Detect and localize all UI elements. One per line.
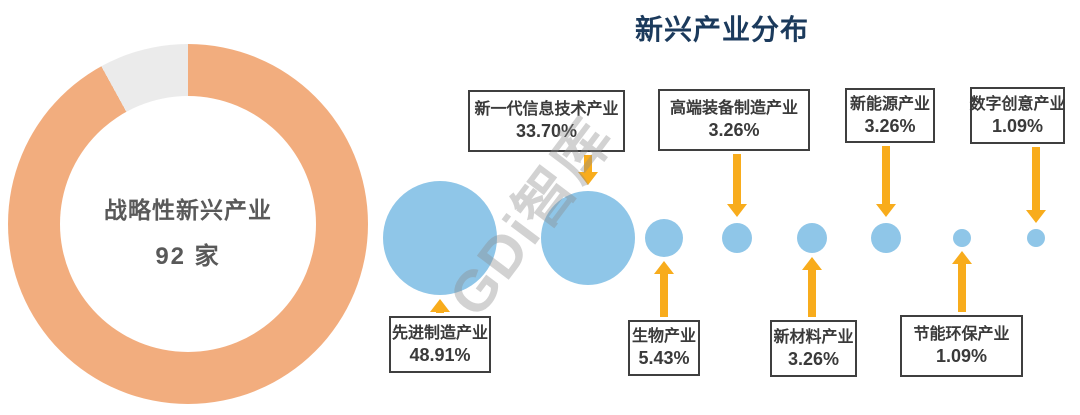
- industry-name: 新材料产业: [773, 328, 854, 346]
- industry-name: 新能源产业: [849, 95, 930, 113]
- donut-hole: 战略性新兴产业 92 家: [60, 96, 316, 352]
- industry-percent: 48.91%: [409, 344, 471, 365]
- down-arrow-icon: [876, 146, 896, 217]
- industry-percent: 3.26%: [864, 115, 916, 136]
- industry-name: 节能环保产业: [913, 326, 1010, 343]
- industry-label-box: 节能环保产业 1.09%: [900, 315, 1023, 377]
- down-arrow-icon: [727, 154, 747, 217]
- industry-bubble: [722, 223, 752, 253]
- industry-percent: 5.43%: [638, 348, 690, 368]
- arrow-shaft: [808, 268, 816, 317]
- industry-percent: 33.70%: [515, 121, 578, 141]
- industry-percent: 3.26%: [787, 348, 840, 369]
- arrow-shaft: [584, 155, 592, 174]
- industry-bubble: [1027, 229, 1045, 247]
- arrow-shaft: [882, 146, 890, 206]
- arrow-shaft: [958, 262, 966, 312]
- arrow-head: [727, 204, 747, 217]
- industry-label-box: 数字创意产业 1.09%: [969, 87, 1066, 144]
- down-arrow-icon: [1026, 147, 1046, 223]
- industry-name: 数字创意产业: [969, 95, 1066, 113]
- industry-name: 先进制造产业: [391, 324, 488, 342]
- up-arrow-icon: [952, 251, 972, 312]
- industry-label-box: 先进制造产业 48.91%: [389, 316, 491, 373]
- industry-bubble: [953, 229, 971, 247]
- arrow-head: [654, 261, 674, 274]
- industry-percent: 3.26%: [708, 120, 760, 140]
- arrow-shaft: [1032, 147, 1040, 212]
- arrow-head: [876, 204, 896, 217]
- donut-center-label: 战略性新兴产业: [104, 197, 272, 223]
- industry-bubble: [645, 219, 683, 257]
- industry-label-box: 新一代信息技术产业 33.70%: [468, 90, 625, 152]
- industry-bubble: [871, 223, 901, 253]
- arrow-head: [952, 251, 972, 264]
- industry-percent: 1.09%: [935, 346, 988, 366]
- arrow-head: [430, 299, 450, 312]
- industry-label-box: 高端装备制造产业 3.26%: [658, 89, 810, 151]
- arrow-head: [802, 257, 822, 270]
- industry-bubble: [797, 223, 827, 253]
- up-arrow-icon: [430, 299, 450, 313]
- donut-center-label-group: 战略性新兴产业 92 家: [104, 191, 272, 271]
- industry-label-box: 新材料产业 3.26%: [770, 320, 857, 377]
- arrow-shaft: [660, 272, 668, 317]
- industry-bubble: [383, 181, 497, 295]
- bubble-chart-title: 新兴产业分布: [634, 14, 809, 45]
- industry-label-box: 新能源产业 3.26%: [845, 88, 935, 143]
- arrow-head: [578, 172, 598, 185]
- industry-label-box: 生物产业 5.43%: [628, 320, 700, 376]
- industry-name: 高端装备制造产业: [669, 100, 798, 117]
- industry-percent: 1.09%: [991, 115, 1044, 136]
- donut-center-value: 92 家: [155, 243, 221, 270]
- arrow-head: [1026, 210, 1046, 223]
- arrow-shaft: [733, 154, 741, 206]
- up-arrow-icon: [802, 257, 822, 317]
- up-arrow-icon: [654, 261, 674, 317]
- industry-name: 新一代信息技术产业: [474, 101, 619, 118]
- down-arrow-icon: [578, 155, 598, 185]
- industry-bubble: [541, 191, 635, 285]
- donut-chart: 战略性新兴产业 92 家: [8, 44, 368, 404]
- industry-name: 生物产业: [631, 328, 696, 345]
